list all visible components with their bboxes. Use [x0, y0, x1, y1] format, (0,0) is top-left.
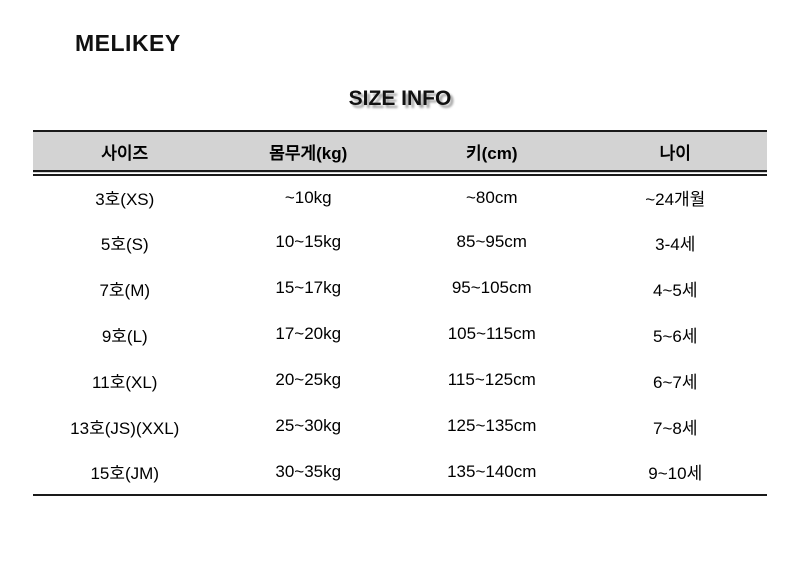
column-header-size: 사이즈	[33, 130, 217, 176]
table-cell-age: ~24개월	[645, 190, 706, 209]
table-cell-weight: 17~20kg	[275, 324, 342, 343]
table-cell-weight: 30~35kg	[216, 449, 400, 496]
page-title: SIZE INFO	[348, 87, 452, 110]
table-row: 9호(L) 17~20kg 105~115cm 5~6세	[33, 311, 767, 357]
table-cell-size: 11호(XL)	[92, 372, 158, 392]
table-cell-height: 105~115cm	[447, 324, 536, 343]
table-row: 7호(M) 15~17kg 95~105cm 4~5세	[33, 265, 767, 311]
table-cell-age: 3-4세	[655, 234, 696, 254]
column-header-height: 키(cm)	[400, 130, 584, 176]
table-cell-height: ~80cm	[466, 187, 518, 207]
table-cell-size: 9호(L)	[101, 326, 148, 346]
table-row: 15호(JM) 30~35kg 135~140cm 9~10세	[33, 449, 767, 496]
table-cell-age: 9~10세	[583, 449, 767, 496]
table-cell-age: 5~6세	[653, 326, 698, 346]
table-row: 3호(XS) ~10kg ~80cm ~24개월	[33, 173, 767, 219]
table-row: 13호(JS)(XXL) 25~30kg 125~135cm 7~8세	[33, 403, 767, 449]
table-row: 5호(S) 10~15kg 85~95cm 3-4세	[33, 219, 767, 265]
table-cell-height: 95~105cm	[451, 278, 532, 297]
table-cell-size: 13호(JS)(XXL)	[70, 418, 180, 438]
table-cell-size: 5호(S)	[100, 234, 149, 254]
table-cell-size: 7호(M)	[99, 280, 151, 300]
table-cell-weight: 25~30kg	[275, 416, 342, 435]
table-cell-height: 85~95cm	[456, 232, 527, 251]
table-header-row: 사이즈 몸무게(kg) 키(cm) 나이	[33, 130, 767, 176]
column-header-weight: 몸무게(kg)	[216, 130, 400, 176]
table-cell-age: 7~8세	[653, 418, 698, 438]
table-cell-height: 135~140cm	[400, 449, 584, 496]
size-info-table: 사이즈 몸무게(kg) 키(cm) 나이 3호(XS) ~10kg ~80cm …	[33, 130, 767, 496]
table-cell-size: 3호(XS)	[95, 190, 155, 209]
table-cell-weight: 20~25kg	[275, 370, 342, 389]
column-header-age: 나이	[583, 130, 767, 176]
table-cell-weight: 10~15kg	[275, 232, 342, 251]
table-cell-size: 15호(JM)	[33, 449, 217, 496]
table-cell-height: 125~135cm	[447, 416, 537, 435]
table-cell-age: 6~7세	[653, 372, 698, 392]
table-cell-age: 4~5세	[653, 280, 698, 300]
table-cell-weight: ~10kg	[284, 187, 332, 207]
table-row: 11호(XL) 20~25kg 115~125cm 6~7세	[33, 357, 767, 403]
brand-logo: MELIKEY	[75, 30, 181, 56]
table-cell-height: 115~125cm	[447, 370, 536, 389]
table-cell-weight: 15~17kg	[275, 278, 342, 297]
